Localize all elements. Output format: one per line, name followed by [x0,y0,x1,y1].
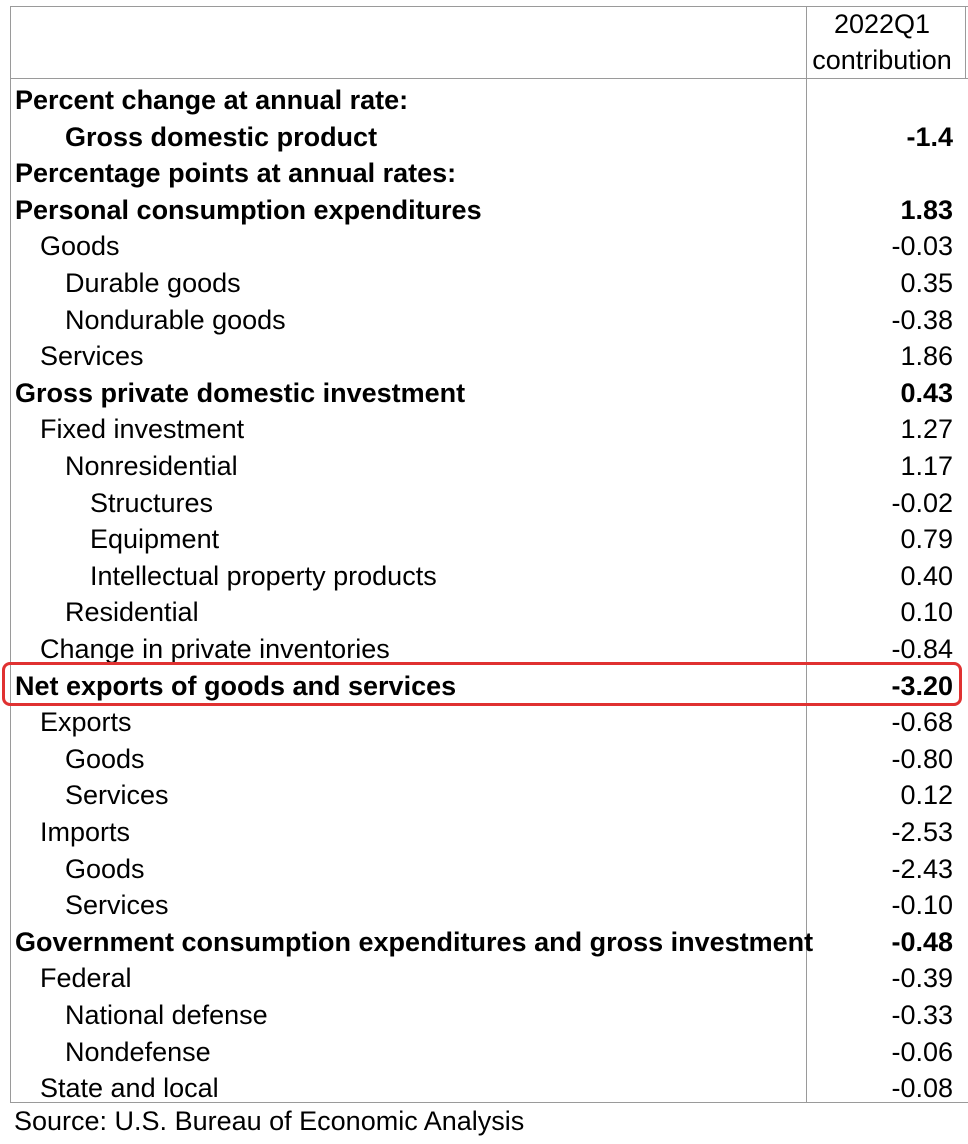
table-row: Percentage points at annual rates: [11,155,965,191]
table-row: Nonresidential 1.17 [11,448,965,484]
row-label: Goods [65,854,145,884]
column-header-period: 2022Q1 [833,9,931,39]
row-label: Intellectual property products [90,561,437,591]
column-header: 2022Q1 contribution [806,6,958,78]
row-label: Fixed investment [40,414,245,444]
table-row: Gross private domestic investment 0.43 [11,375,965,411]
table-row: Durable goods 0.35 [11,265,965,301]
row-label: Net exports of goods and services [15,671,457,701]
column-divider [806,6,807,1103]
row-label: Personal consumption expenditures [15,195,482,225]
row-value: -0.48 [891,927,953,957]
row-value: -0.33 [891,1000,953,1030]
row-label: Nonresidential [65,451,238,481]
highlight-annotation-box [2,662,962,706]
table-row: Services 0.12 [11,777,965,813]
table-row: Structures -0.02 [11,485,965,521]
row-label: Exports [40,707,132,737]
source-note: Source: U.S. Bureau of Economic Analysis [14,1106,525,1136]
table-row: Federal -0.39 [11,960,965,996]
table-row: Goods -0.03 [11,228,965,264]
row-value: 0.35 [900,268,953,298]
row-value: 1.27 [900,414,953,444]
row-value: -0.84 [891,634,953,664]
table-row: Nondurable goods -0.38 [11,302,965,338]
row-label: Structures [90,488,214,518]
table-row: Intellectual property products 0.40 [11,558,965,594]
row-label: Federal [40,963,132,993]
row-value: 1.86 [900,341,953,371]
table-row: National defense -0.33 [11,997,965,1033]
table-row: Gross domestic product -1.4 [11,119,965,155]
table-row: Exports -0.68 [11,704,965,740]
row-value: -2.53 [891,817,953,847]
row-value: -0.38 [891,305,953,335]
row-value: 0.10 [900,597,953,627]
row-label: Residential [65,597,199,627]
table-row: Goods -2.43 [11,851,965,887]
row-label: State and local [40,1073,219,1103]
row-label: Equipment [90,524,220,554]
table-row: Equipment 0.79 [11,521,965,557]
row-value: -0.10 [891,890,953,920]
row-value: 1.17 [900,451,953,481]
row-label: Gross domestic product [65,122,378,152]
table-row: Residential 0.10 [11,594,965,630]
row-label: Gross private domestic investment [15,378,466,408]
row-value: 1.83 [900,195,953,225]
table-row-highlighted: Net exports of goods and services -3.20 [11,668,965,704]
row-value: -0.80 [891,744,953,774]
table-row: Services -0.10 [11,887,965,923]
row-value: 0.79 [900,524,953,554]
row-label: Services [65,890,169,920]
row-value: -0.68 [891,707,953,737]
table-row: State and local -0.08 [11,1070,965,1106]
row-value: -2.43 [891,854,953,884]
row-value: 0.40 [900,561,953,591]
row-value: -0.08 [891,1073,953,1103]
row-label: Percentage points at annual rates: [15,158,457,188]
table-row: Goods -0.80 [11,741,965,777]
table-row: Fixed investment 1.27 [11,411,965,447]
row-value: -0.03 [891,231,953,261]
table-row: Nondefense -0.06 [11,1034,965,1070]
row-label: Goods [40,231,120,261]
row-label: Durable goods [65,268,241,298]
table-row: Government consumption expenditures and … [11,924,965,960]
table-row: Imports -2.53 [11,814,965,850]
right-column-divider [965,6,966,78]
table-row: Personal consumption expenditures 1.83 [11,192,965,228]
row-value: -1.4 [906,122,953,152]
row-value: -0.06 [891,1037,953,1067]
header-divider [10,78,968,79]
row-value: 0.12 [900,780,953,810]
row-label: Nondurable goods [65,305,286,335]
row-value: -0.39 [891,963,953,993]
table-row: Change in private inventories -0.84 [11,631,965,667]
data-table-frame [10,6,968,1103]
row-label: Goods [65,744,145,774]
row-value: -0.02 [891,488,953,518]
row-label: Change in private inventories [40,634,390,664]
column-header-measure: contribution [812,45,952,75]
row-label: Services [40,341,144,371]
table-row: Services 1.86 [11,338,965,374]
row-label: Percent change at annual rate: [15,85,409,115]
row-label: Services [65,780,169,810]
row-label: Nondefense [65,1037,211,1067]
row-label: Imports [40,817,131,847]
table-row: Percent change at annual rate: [11,82,965,118]
row-label: Government consumption expenditures and … [15,927,814,957]
row-value: 0.43 [900,378,953,408]
row-label: National defense [65,1000,268,1030]
row-value: -3.20 [891,671,953,701]
